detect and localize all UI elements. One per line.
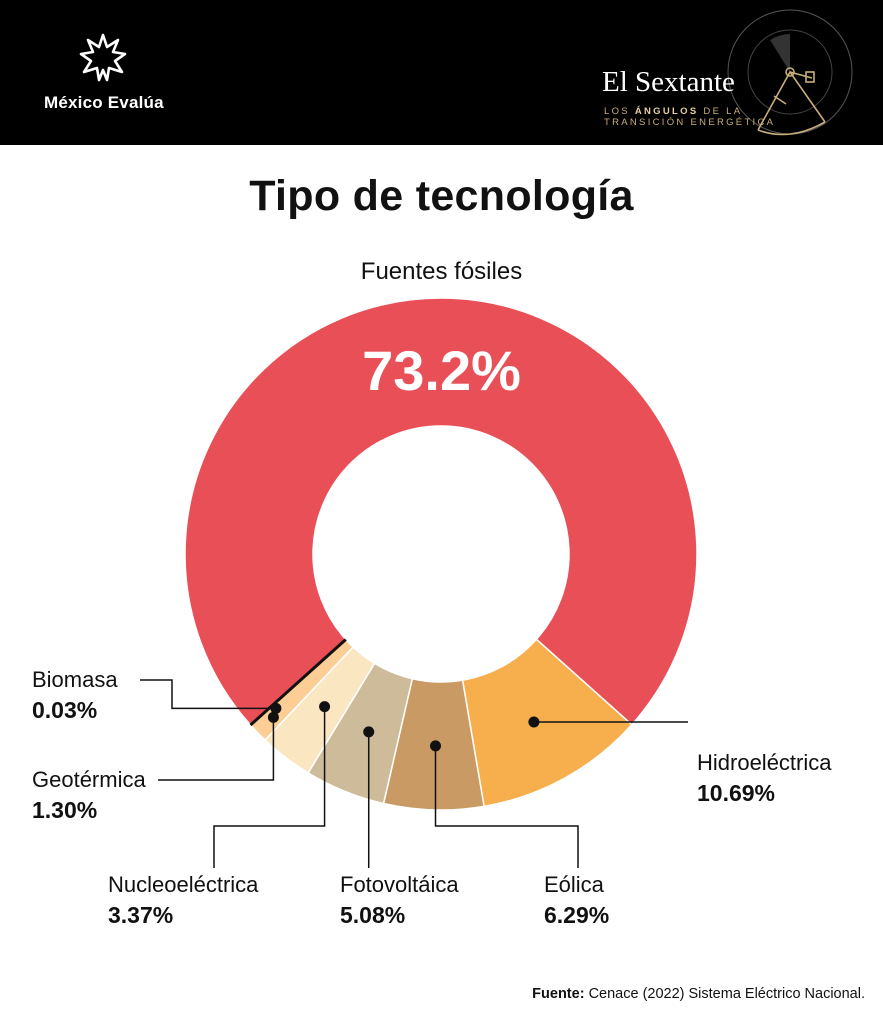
donut-slice-0 — [184, 297, 698, 726]
source-label: Fuente: — [532, 986, 585, 1002]
label-eolica: Eólica 6.29% — [544, 872, 609, 929]
highlight-label: Fuentes fósiles — [360, 258, 523, 285]
leader-line-6 — [140, 679, 276, 710]
leader-dot-1 — [528, 716, 540, 728]
sextant-subtitle-pre: LOS — [604, 106, 635, 117]
el-sextante-logo: El Sextante LOS ÁNGULOS DE LA TRANSICIÓN… — [590, 0, 883, 145]
label-geotermica-name: Geotérmica — [32, 767, 146, 792]
asterisk-star-icon — [79, 33, 127, 82]
label-biomasa-value: 0.03% — [32, 697, 98, 723]
highlight-value: 73.2% — [362, 339, 521, 402]
label-fotovoltaica: Fotovoltáica 5.08% — [340, 872, 459, 929]
leader-line-2 — [434, 745, 579, 868]
label-geotermica-value: 1.30% — [32, 797, 98, 823]
sextant-subtitle-line2: TRANSICIÓN ENERGÉTICA — [604, 117, 776, 128]
label-nucleoelectrica-value: 3.37% — [108, 902, 174, 928]
leader-dot-3 — [363, 726, 375, 738]
label-hidroelectrica-value: 10.69% — [697, 780, 776, 806]
label-geotermica: Geotérmica 1.30% — [32, 767, 146, 824]
leader-dot-5 — [267, 711, 279, 723]
donut-slice-line-6 — [249, 638, 347, 727]
sextant-icon — [727, 9, 853, 136]
label-biomasa-name: Biomasa — [32, 667, 118, 692]
brand-logo: México Evalúa — [0, 0, 200, 145]
source-note: Fuente: Cenace (2022) Sistema Eléctrico … — [532, 986, 865, 1002]
label-hidroelectrica: Hidroeléctrica 10.69% — [697, 750, 832, 807]
sextant-subtitle: LOS ÁNGULOS DE LA TRANSICIÓN ENERGÉTICA — [604, 106, 775, 128]
sextant-subtitle-bold: ÁNGULOS — [634, 106, 699, 117]
source-text: Cenace (2022) Sistema Eléctrico Nacional… — [588, 986, 865, 1002]
leader-dot-4 — [319, 701, 331, 713]
label-nucleoelectrica: Nucleoeléctrica 3.37% — [108, 872, 258, 929]
chart-title: Tipo de tecnología — [249, 172, 634, 220]
label-eolica-name: Eólica — [544, 872, 604, 897]
brand-name: México Evalúa — [44, 93, 164, 112]
sextant-title: El Sextante — [602, 66, 735, 98]
label-eolica-value: 6.29% — [544, 902, 610, 928]
label-nucleoelectrica-name: Nucleoeléctrica — [108, 872, 259, 897]
label-fotovoltaica-value: 5.08% — [340, 902, 406, 928]
label-hidroelectrica-name: Hidroeléctrica — [697, 750, 832, 775]
leader-dot-2 — [430, 740, 442, 752]
sextant-subtitle-post: DE LA — [698, 106, 743, 117]
leader-line-4 — [213, 706, 326, 868]
leader-dot-6 — [270, 702, 282, 714]
header-bar: México Evalúa El Sextante LOS ÁNGULOS DE… — [0, 0, 883, 145]
leader-line-5 — [158, 717, 275, 781]
label-biomasa: Biomasa 0.03% — [32, 667, 118, 724]
label-fotovoltaica-name: Fotovoltáica — [340, 872, 459, 897]
